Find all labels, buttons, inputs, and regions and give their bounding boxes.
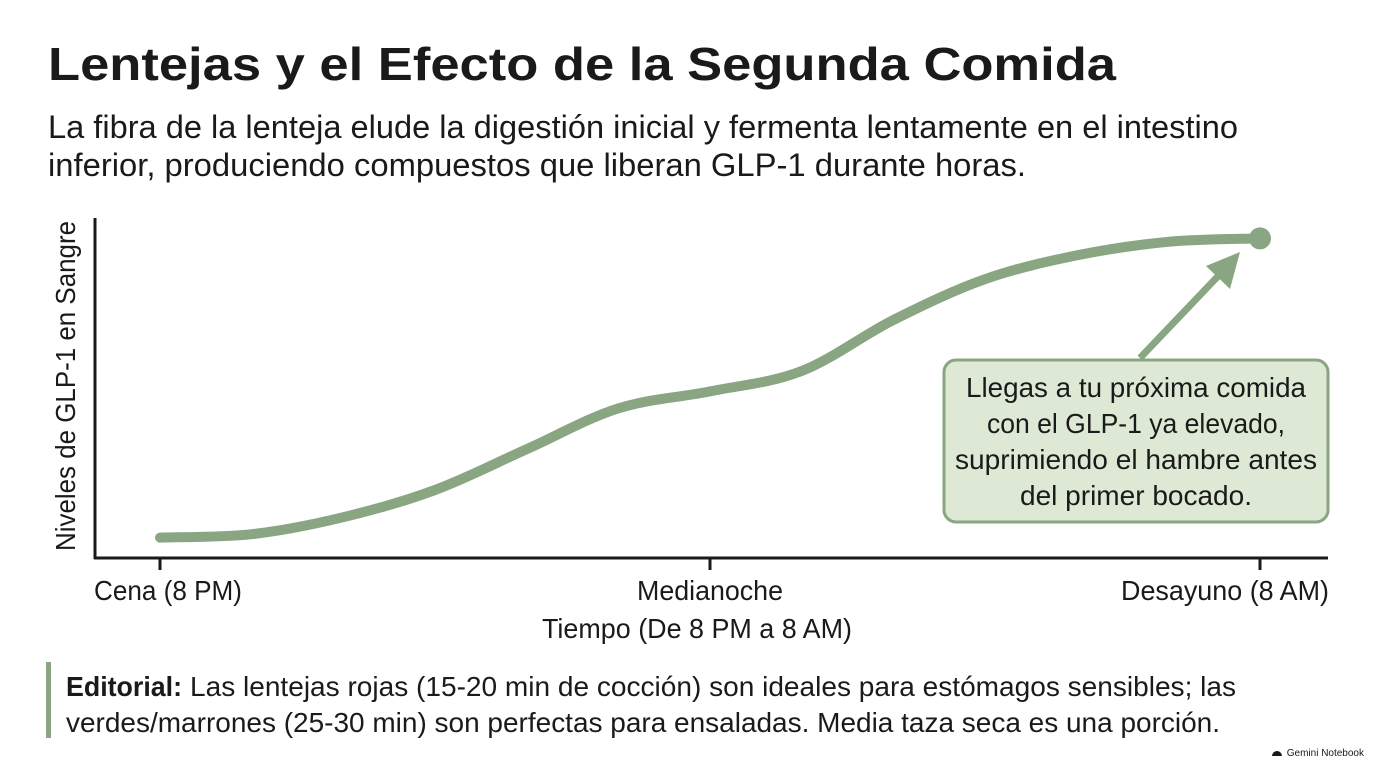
x-tick-label: Cena (8 PM) — [94, 575, 242, 606]
subtitle: inferior, produciendo compuestos que lib… — [48, 147, 1026, 183]
x-axis-label: Tiempo (De 8 PM a 8 AM) — [542, 613, 852, 644]
editorial-text: Las lentejas rojas (15-20 min de cocción… — [190, 671, 1236, 702]
y-axis-label: Niveles de GLP-1 en Sangre — [50, 221, 81, 551]
end-point — [1249, 227, 1271, 250]
line — [155, 233, 1265, 543]
editorial-label: Editorial: — [66, 671, 182, 702]
annotation: del primer bocado. — [1020, 480, 1252, 511]
arrow — [1137, 269, 1225, 361]
title: Lentejas y el Efecto de la Segunda Comid… — [48, 38, 1116, 90]
annotation: con el GLP-1 ya elevado, — [987, 408, 1285, 439]
subtitle: La fibra de la lenteja elude la digestió… — [48, 109, 1238, 145]
annotation-box — [942, 358, 1330, 524]
editorial-text: verdes/marrones (25-30 min) son perfecta… — [66, 707, 1220, 738]
annotation: Llegas a tu próxima comida — [966, 372, 1306, 403]
arrow-head — [1206, 252, 1240, 289]
footer: Gemini Notebook — [1287, 748, 1365, 759]
footer-icon — [1272, 751, 1282, 756]
editorial-bar — [46, 662, 51, 738]
plot: Cena (8 PM) Medianoche Desayuno (8 AM) — [94, 227, 1329, 606]
x-tick-label: Desayuno (8 AM) — [1121, 575, 1329, 606]
x-tick-label: Medianoche — [637, 575, 783, 606]
annotation: suprimiendo el hambre antes — [955, 444, 1317, 475]
